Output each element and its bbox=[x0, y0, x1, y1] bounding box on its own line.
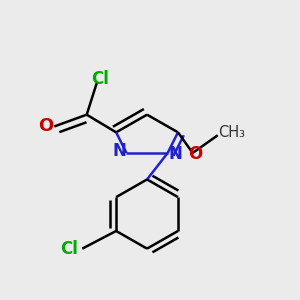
Text: O: O bbox=[38, 117, 53, 135]
Text: N: N bbox=[112, 142, 126, 160]
Text: O: O bbox=[188, 146, 203, 164]
Text: Cl: Cl bbox=[60, 240, 78, 258]
Text: Cl: Cl bbox=[91, 70, 109, 88]
Text: CH₃: CH₃ bbox=[218, 125, 245, 140]
Text: N: N bbox=[168, 146, 182, 164]
